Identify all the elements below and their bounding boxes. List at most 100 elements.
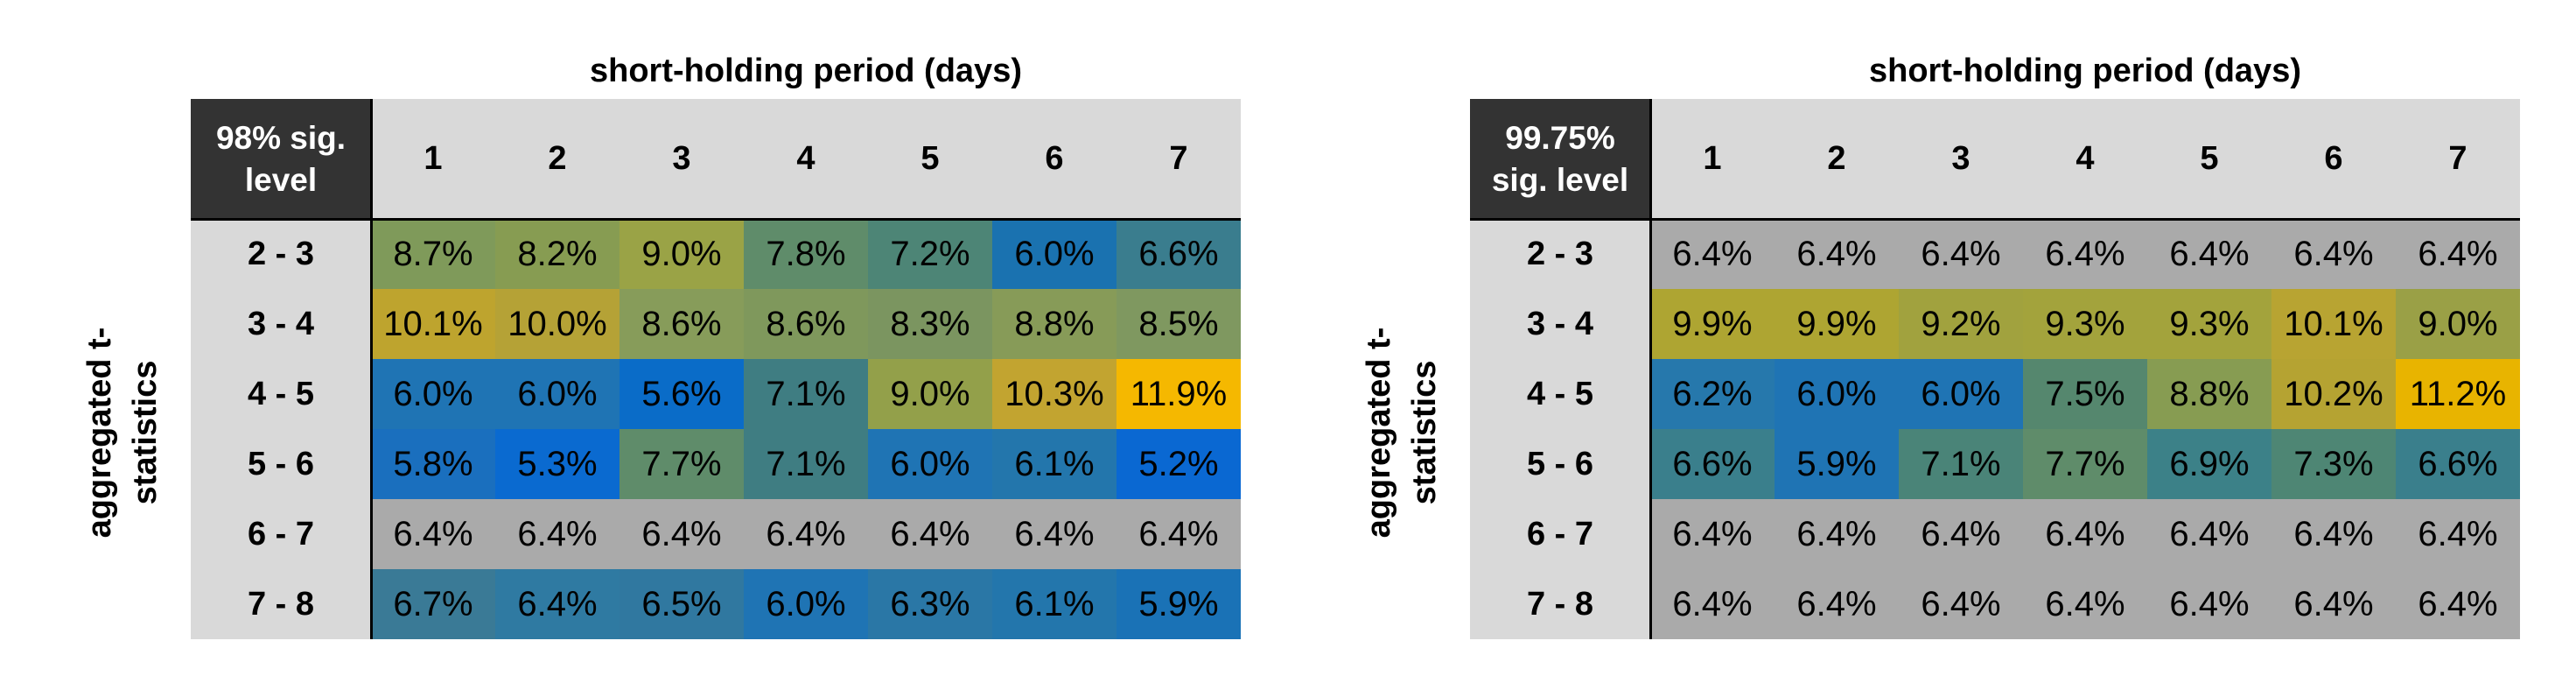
column-label: 2 — [1827, 140, 1846, 177]
heatmap-cell: 7.1% — [1899, 429, 2023, 499]
heatmap-cell: 8.3% — [868, 289, 992, 359]
heatmap-cell: 6.4% — [1650, 569, 1774, 639]
heatmap-cell: 6.4% — [2023, 219, 2147, 289]
heatmap-cell: 7.1% — [744, 359, 868, 429]
heatmap-cell: 11.9% — [1116, 359, 1241, 429]
heatmap-cell: 6.4% — [2147, 569, 2272, 639]
row-label: 3 - 4 — [247, 305, 315, 342]
heatmap-cell: 6.0% — [1774, 359, 1899, 429]
heatmap-cell: 6.0% — [495, 359, 620, 429]
heatmap-cell: 8.5% — [1116, 289, 1241, 359]
heatmap-cell: 7.8% — [744, 219, 868, 289]
column-label: 6 — [2324, 140, 2343, 177]
heatmap-cell: 6.6% — [1116, 219, 1241, 289]
heatmap-cell: 6.3% — [868, 569, 992, 639]
heatmap-cell: 9.9% — [1650, 289, 1774, 359]
heatmap-cell: 6.4% — [2272, 569, 2396, 639]
column-header — [1650, 99, 2520, 219]
column-label: 4 — [2076, 140, 2095, 177]
heatmap-cell: 6.4% — [1650, 499, 1774, 569]
column-label: 2 — [548, 140, 567, 177]
heatmap-cell: 10.2% — [2272, 359, 2396, 429]
heatmap-cell: 6.4% — [1899, 219, 2023, 289]
chart-title: short-holding period (days) — [590, 53, 1022, 89]
heatmap-cell: 7.7% — [2023, 429, 2147, 499]
divider-vertical — [1649, 99, 1652, 639]
column-label: 4 — [796, 140, 816, 177]
row-label: 7 - 8 — [247, 585, 315, 623]
heatmap-cell: 6.4% — [1116, 499, 1241, 569]
heatmap-cell: 6.6% — [2396, 429, 2520, 499]
column-header — [371, 99, 1241, 219]
heatmap-cell: 7.3% — [2272, 429, 2396, 499]
heatmap-cell: 5.6% — [620, 359, 744, 429]
heatmap-cell: 6.7% — [371, 569, 495, 639]
heatmap-cell: 6.4% — [2272, 499, 2396, 569]
heatmap-cell: 5.9% — [1774, 429, 1899, 499]
divider-horizontal — [1470, 218, 2520, 221]
heatmap-cell: 6.0% — [371, 359, 495, 429]
heatmap-cell: 9.0% — [2396, 289, 2520, 359]
heatmap-cell: 9.0% — [620, 219, 744, 289]
row-label: 6 - 7 — [247, 515, 315, 553]
heatmap-cell: 11.2% — [2396, 359, 2520, 429]
heatmap-cell: 6.4% — [2396, 219, 2520, 289]
heatmap-cell: 6.1% — [992, 429, 1116, 499]
row-label: 4 - 5 — [1526, 375, 1594, 412]
column-label: 7 — [1169, 140, 1188, 177]
heatmap-cell: 5.2% — [1116, 429, 1241, 499]
heatmap-cell: 6.4% — [495, 569, 620, 639]
heatmap-cell: 6.4% — [2396, 499, 2520, 569]
heatmap-cell: 6.6% — [1650, 429, 1774, 499]
column-label: 6 — [1045, 140, 1064, 177]
heatmap-cell: 6.4% — [2272, 219, 2396, 289]
heatmap-cell: 8.6% — [744, 289, 868, 359]
heatmap-cell: 6.4% — [1774, 219, 1899, 289]
heatmap-cell: 5.9% — [1116, 569, 1241, 639]
row-header — [1470, 219, 1650, 639]
heatmap-cell: 6.4% — [2023, 569, 2147, 639]
heatmap-cell: 6.0% — [744, 569, 868, 639]
heatmap-cell: 6.4% — [1650, 219, 1774, 289]
divider-horizontal — [191, 218, 1241, 221]
heatmap-cell: 6.5% — [620, 569, 744, 639]
y-axis-label: aggregated t-statistics — [81, 327, 164, 539]
heatmap-cell: 10.3% — [992, 359, 1116, 429]
heatmap-cell: 6.4% — [744, 499, 868, 569]
chart-title: short-holding period (days) — [1869, 53, 2301, 89]
heatmap-cell: 6.4% — [1899, 499, 2023, 569]
heatmap-cell: 9.3% — [2023, 289, 2147, 359]
heatmap-cell: 6.9% — [2147, 429, 2272, 499]
heatmap-cell: 6.4% — [2147, 499, 2272, 569]
column-label: 3 — [672, 140, 691, 177]
row-label: 7 - 8 — [1526, 585, 1594, 623]
heatmap-cell: 8.8% — [2147, 359, 2272, 429]
column-label: 1 — [424, 140, 443, 177]
heatmap-cell: 6.4% — [2147, 219, 2272, 289]
heatmap-cell: 6.4% — [495, 499, 620, 569]
heatmap-cell: 9.3% — [2147, 289, 2272, 359]
heatmap-cell: 6.0% — [1899, 359, 2023, 429]
column-label: 5 — [920, 140, 940, 177]
heatmap-cell: 8.6% — [620, 289, 744, 359]
row-label: 5 - 6 — [1526, 445, 1594, 482]
heatmap-cell: 6.4% — [992, 499, 1116, 569]
heatmap-cell: 6.1% — [992, 569, 1116, 639]
heatmap-cell: 10.0% — [495, 289, 620, 359]
row-header — [191, 219, 371, 639]
divider-vertical — [370, 99, 373, 639]
heatmap-cell: 9.0% — [868, 359, 992, 429]
y-axis-label: aggregated t-statistics — [1361, 327, 1443, 539]
heatmap-cell: 7.1% — [744, 429, 868, 499]
heatmap-cell: 6.0% — [992, 219, 1116, 289]
heatmap-cell: 6.4% — [1774, 499, 1899, 569]
row-label: 6 - 7 — [1526, 515, 1594, 553]
heatmap-cell: 9.2% — [1899, 289, 2023, 359]
heatmap-cell: 7.2% — [868, 219, 992, 289]
heatmap-cell: 6.2% — [1650, 359, 1774, 429]
row-label: 5 - 6 — [247, 445, 315, 482]
heatmap-cell: 6.4% — [371, 499, 495, 569]
heatmap-cell: 5.3% — [495, 429, 620, 499]
row-label: 3 - 4 — [1526, 305, 1594, 342]
heatmap-cell: 6.4% — [868, 499, 992, 569]
